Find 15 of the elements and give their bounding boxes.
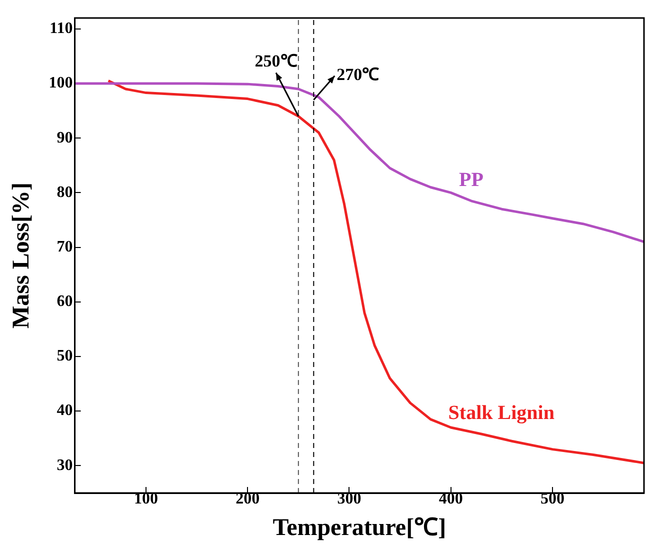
y-tick-label: 30 [56, 456, 73, 474]
series-label: Stalk Lignin [448, 402, 554, 424]
y-tick-label: 70 [56, 238, 73, 256]
y-tick-label: 110 [50, 20, 73, 38]
series-label: PP [458, 169, 484, 192]
annotation: 250℃ [254, 52, 298, 71]
y-tick-label: 80 [56, 184, 73, 201]
y-tick-label: 90 [56, 129, 73, 146]
y-tick-label: 50 [56, 348, 73, 365]
y-tick-label: 60 [56, 293, 73, 310]
y-tick-label: 100 [48, 74, 73, 92]
annotation: 270℃ [336, 64, 380, 84]
y-tick-label: 40 [56, 402, 73, 420]
x-axis-title: Temperature[℃] [272, 514, 446, 541]
y-axis-title: Mass Loss[%] [8, 182, 35, 329]
